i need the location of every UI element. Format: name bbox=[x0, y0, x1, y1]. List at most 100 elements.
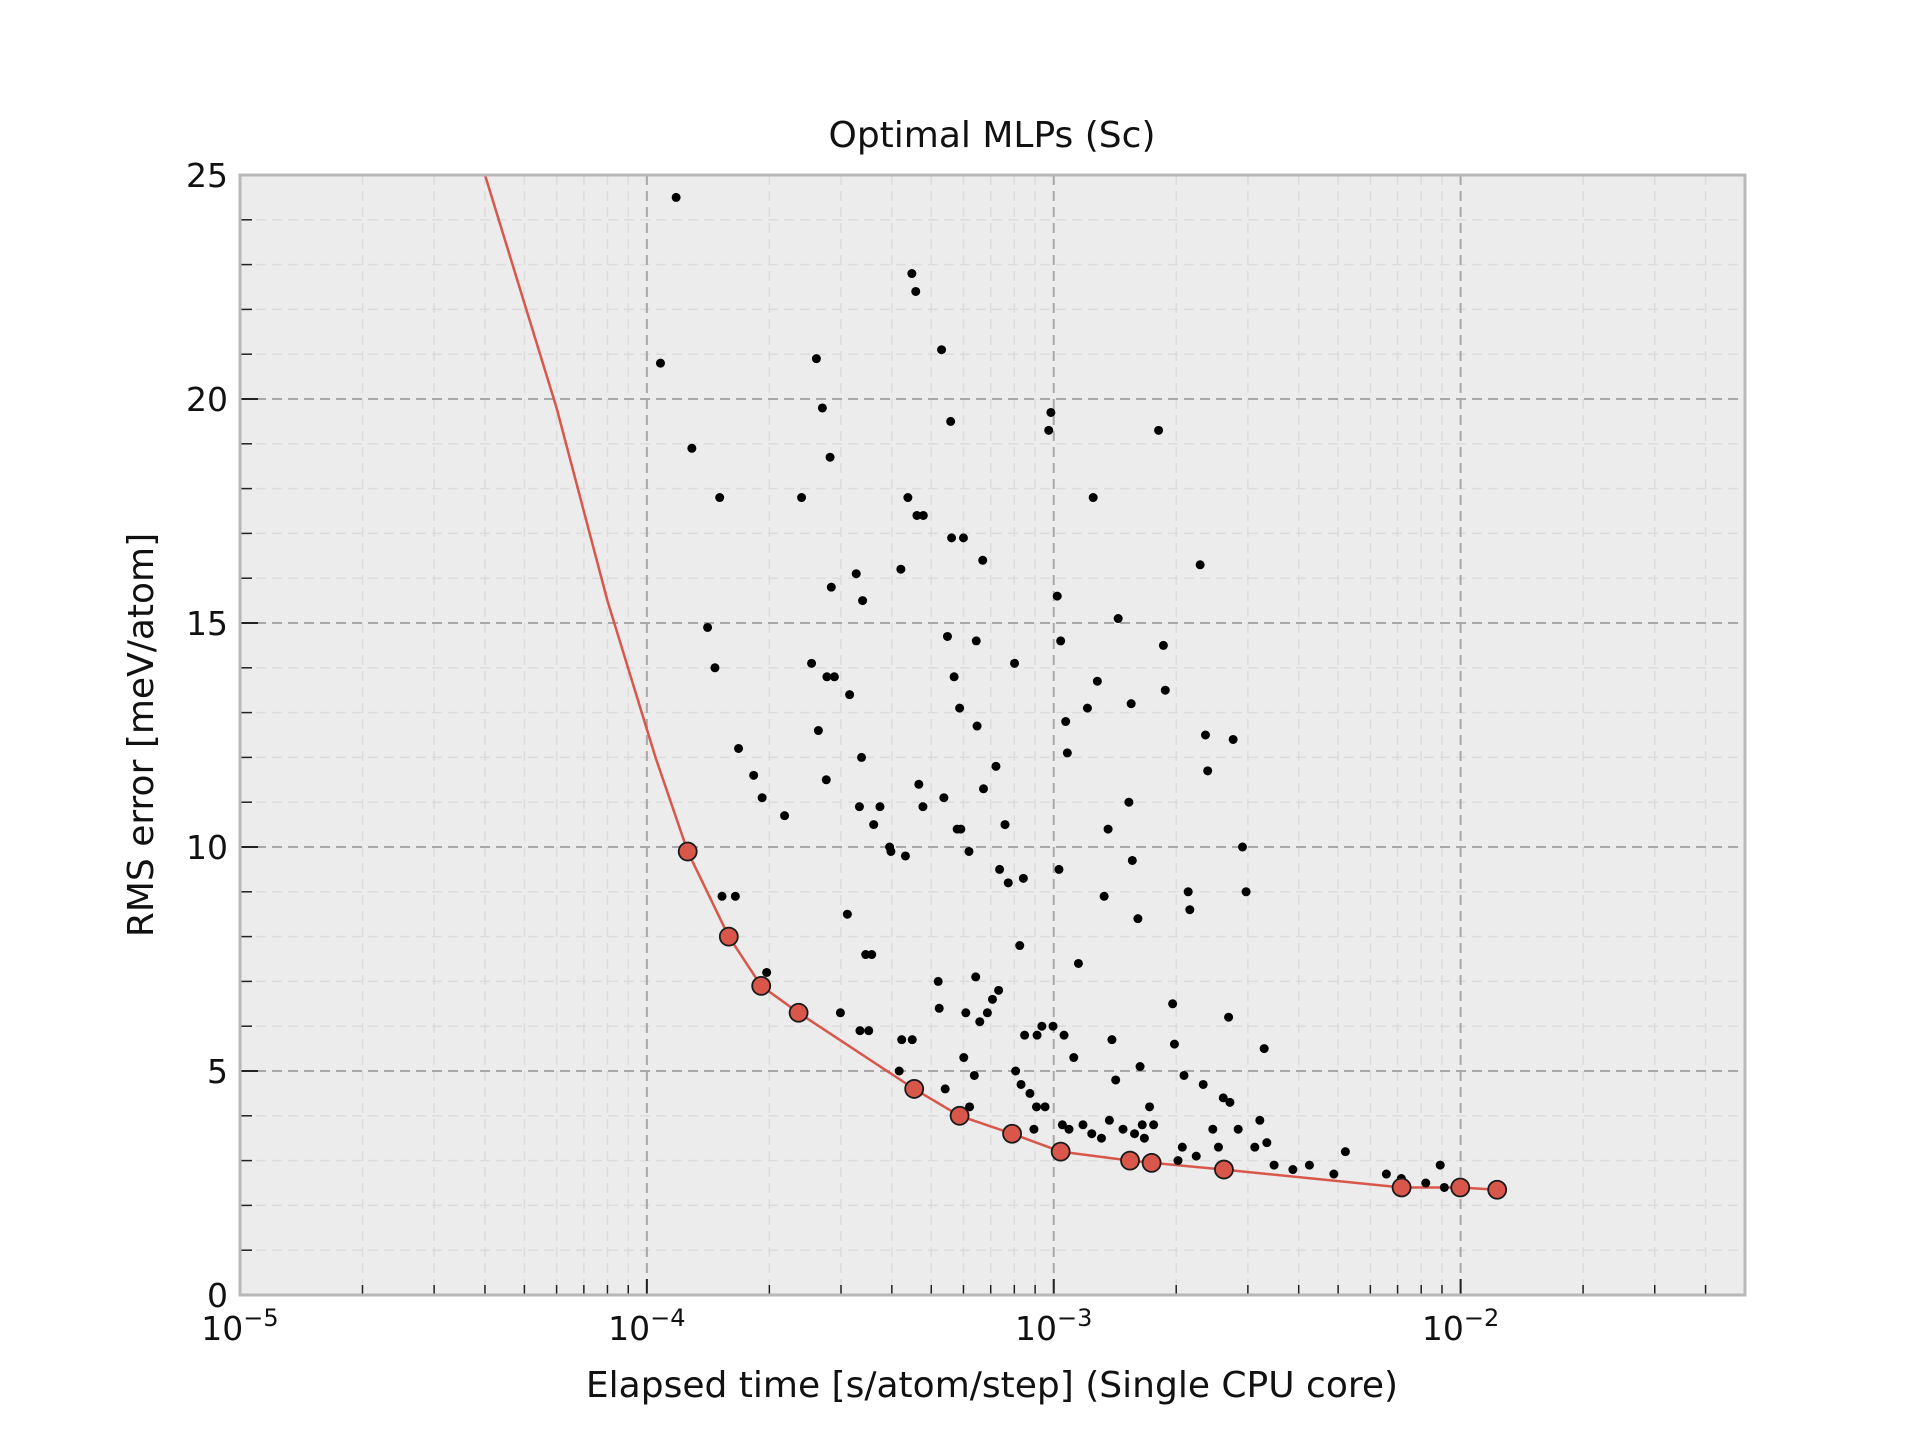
data-point bbox=[687, 443, 697, 453]
data-point bbox=[1032, 1030, 1042, 1040]
data-point bbox=[1381, 1169, 1391, 1179]
data-point bbox=[1118, 1124, 1128, 1134]
y-axis-label: RMS error [meV/atom] bbox=[121, 533, 162, 937]
data-point bbox=[1259, 1044, 1269, 1054]
data-point bbox=[1015, 941, 1025, 951]
data-point bbox=[1173, 1156, 1183, 1166]
data-point bbox=[1061, 717, 1071, 727]
data-point bbox=[671, 192, 681, 202]
data-point bbox=[969, 1070, 979, 1080]
data-point bbox=[1016, 1079, 1026, 1089]
data-point bbox=[1088, 493, 1098, 503]
data-point bbox=[918, 510, 928, 520]
data-point bbox=[965, 1102, 975, 1112]
data-point bbox=[1104, 1115, 1114, 1125]
data-point bbox=[940, 1084, 950, 1094]
data-point bbox=[972, 721, 982, 731]
data-point bbox=[1054, 864, 1064, 874]
data-point bbox=[1145, 1102, 1155, 1112]
data-point bbox=[1304, 1160, 1314, 1170]
data-point bbox=[845, 690, 855, 700]
data-point bbox=[914, 779, 924, 789]
data-point bbox=[939, 793, 949, 803]
data-point bbox=[1177, 1142, 1187, 1152]
data-point bbox=[1046, 407, 1056, 417]
data-point bbox=[807, 658, 817, 668]
data-point bbox=[959, 1053, 969, 1063]
data-point bbox=[979, 784, 989, 794]
data-point bbox=[1133, 914, 1143, 924]
y-tick-label: 0 bbox=[207, 1276, 228, 1315]
pareto-point bbox=[1050, 1141, 1071, 1162]
data-point bbox=[1225, 1097, 1235, 1107]
data-point bbox=[1154, 425, 1164, 435]
data-point bbox=[1198, 1079, 1208, 1089]
data-point bbox=[991, 761, 1001, 771]
x-tick-label: 10−3 bbox=[1015, 1304, 1092, 1348]
data-point bbox=[734, 743, 744, 753]
data-point bbox=[1158, 640, 1168, 650]
data-point bbox=[1056, 636, 1066, 646]
data-point bbox=[1025, 1088, 1035, 1098]
data-point bbox=[1052, 591, 1062, 601]
data-point bbox=[947, 533, 957, 543]
pareto-markers bbox=[677, 841, 1508, 1200]
data-point bbox=[811, 354, 821, 364]
data-point bbox=[897, 1035, 907, 1045]
data-point bbox=[1250, 1142, 1260, 1152]
data-point bbox=[1228, 734, 1238, 744]
data-point bbox=[864, 1026, 874, 1036]
data-point bbox=[946, 416, 956, 426]
x-tick-labels: 10−5 10−4 10−3 10−2 bbox=[201, 1304, 1499, 1348]
pareto-point bbox=[788, 1002, 809, 1023]
pareto-point bbox=[677, 841, 698, 862]
data-point bbox=[1078, 1120, 1088, 1130]
data-point bbox=[961, 1008, 971, 1018]
data-point bbox=[1233, 1124, 1243, 1134]
data-point bbox=[1241, 887, 1251, 897]
data-point bbox=[1040, 1102, 1050, 1112]
data-point bbox=[1096, 1133, 1106, 1143]
y-tick-label: 25 bbox=[186, 156, 228, 195]
data-point bbox=[1113, 614, 1123, 624]
data-point bbox=[1208, 1124, 1218, 1134]
data-point bbox=[821, 775, 831, 785]
pareto-point bbox=[1450, 1177, 1471, 1198]
data-point bbox=[854, 802, 864, 812]
data-point bbox=[817, 403, 827, 413]
data-point bbox=[1262, 1138, 1272, 1148]
data-point bbox=[949, 672, 959, 682]
data-point bbox=[1191, 1151, 1201, 1161]
data-point bbox=[1168, 999, 1178, 1009]
data-point bbox=[995, 864, 1005, 874]
y-tick-label: 5 bbox=[207, 1052, 228, 1091]
data-point bbox=[1018, 873, 1028, 883]
data-point bbox=[1044, 425, 1054, 435]
data-point bbox=[994, 985, 1004, 995]
data-point bbox=[1064, 1124, 1074, 1134]
data-point bbox=[1135, 1062, 1145, 1072]
data-point bbox=[907, 1035, 917, 1045]
data-point bbox=[971, 972, 981, 982]
data-point bbox=[842, 909, 852, 919]
pareto-series bbox=[483, 174, 1498, 1191]
data-point bbox=[1010, 658, 1020, 668]
data-point bbox=[911, 286, 921, 296]
data-point bbox=[857, 752, 867, 762]
data-point bbox=[829, 672, 839, 682]
data-point bbox=[1218, 1093, 1228, 1103]
data-point bbox=[1255, 1115, 1265, 1125]
pareto-point bbox=[751, 975, 772, 996]
x-tick-label: 10−4 bbox=[608, 1304, 685, 1348]
data-point bbox=[955, 703, 965, 713]
data-point bbox=[757, 793, 767, 803]
data-point bbox=[1203, 766, 1213, 776]
data-point bbox=[715, 493, 725, 503]
data-point bbox=[894, 1066, 904, 1076]
y-tick-label: 15 bbox=[186, 604, 228, 643]
data-point bbox=[762, 967, 772, 977]
pareto-point bbox=[718, 926, 739, 947]
data-point bbox=[1111, 1075, 1121, 1085]
data-point bbox=[1237, 842, 1247, 852]
data-point bbox=[858, 596, 868, 606]
